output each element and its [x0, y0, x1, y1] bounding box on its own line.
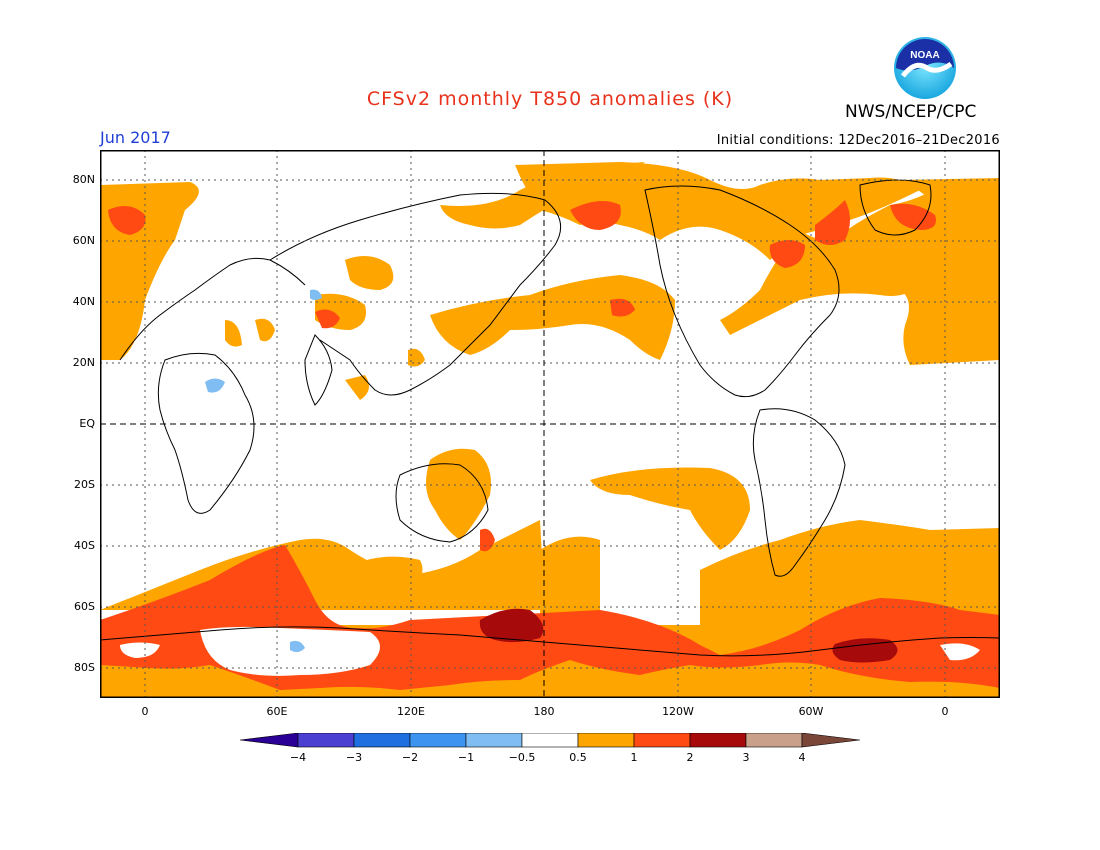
colorbar-tick-label: −4 [290, 751, 306, 764]
colorbar-tick-label: 3 [743, 751, 750, 764]
colorbar-cell [409, 733, 467, 748]
colorbar-cell-max [801, 733, 861, 748]
lon-label-60w: 60W [798, 705, 824, 718]
colorbar-tick-label: 1 [631, 751, 638, 764]
noaa-logo: NOAA [894, 37, 956, 99]
lon-label-0-west: 0 [141, 705, 149, 718]
colorbar-tick-label: −3 [346, 751, 362, 764]
lat-label-20n: 20N [72, 356, 95, 369]
colorbar-tick-label: 2 [687, 751, 694, 764]
agency-label: NWS/NCEP/CPC [845, 102, 977, 122]
antarctic-white-patches [120, 626, 980, 676]
lat-label-60s: 60S [74, 600, 95, 613]
colorbar: −4 −3 −2 −1 −0.5 0.5 1 2 3 4 [239, 733, 861, 764]
lon-label-60e: 60E [266, 705, 288, 718]
logo-bird [901, 61, 953, 78]
lat-label-80s: 80S [74, 661, 95, 674]
coastlines [100, 179, 1000, 657]
forecast-month: Jun 2017 [100, 128, 171, 147]
colorbar-cell [465, 733, 523, 748]
colorbar-cell [689, 733, 747, 748]
anomaly-layer-neg [205, 289, 322, 653]
colorbar-cell [633, 733, 691, 748]
reference-lines [100, 150, 1000, 698]
colorbar-cell [353, 733, 411, 748]
map-border [100, 150, 1000, 698]
colorbar-tick-label: 0.5 [569, 751, 587, 764]
colorbar-tick-label: −0.5 [509, 751, 536, 764]
anomaly-layer-2-3 [479, 608, 898, 663]
logo-sky [896, 39, 954, 71]
lon-label-120w: 120W [662, 705, 694, 718]
colorbar-cell-min [239, 733, 299, 748]
anomaly-map [100, 150, 1000, 698]
colorbar-cell [521, 733, 579, 748]
lat-label-20s: 20S [74, 478, 95, 491]
lat-label-60n: 60N [72, 234, 95, 247]
lon-label-120e: 120E [397, 705, 425, 718]
colorbar-tick-label: 4 [799, 751, 806, 764]
lon-label-0-east: 0 [941, 705, 949, 718]
colorbar-tick-label: −2 [402, 751, 418, 764]
lat-label-80n: 80N [72, 173, 95, 186]
map-title: CFSv2 monthly T850 anomalies (K) [366, 88, 734, 110]
colorbar-cell [297, 733, 355, 748]
map-grid [100, 150, 1000, 698]
colorbar-cell [577, 733, 635, 748]
colorbar-cells [239, 733, 861, 748]
lon-label-180: 180 [533, 705, 555, 718]
lat-label-40s: 40S [74, 539, 95, 552]
lat-label-40n: 40N [72, 295, 95, 308]
logo-text: NOAA [910, 50, 939, 61]
initial-conditions: Initial conditions: 12Dec2016–21Dec2016 [716, 133, 1000, 148]
lat-label-eq: EQ [79, 417, 95, 430]
colorbar-cell [745, 733, 803, 748]
colorbar-ticks: −4 −3 −2 −1 −0.5 0.5 1 2 3 4 [290, 751, 806, 764]
colorbar-tick-label: −1 [458, 751, 474, 764]
